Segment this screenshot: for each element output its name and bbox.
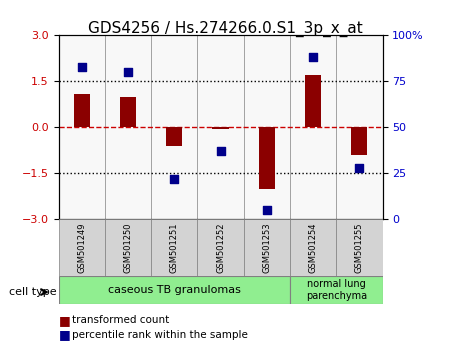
Text: GSM501254: GSM501254 xyxy=(309,223,318,273)
Bar xyxy=(166,127,182,146)
Point xyxy=(124,69,131,75)
Text: GDS4256 / Hs.274266.0.S1_3p_x_at: GDS4256 / Hs.274266.0.S1_3p_x_at xyxy=(88,21,362,38)
Point xyxy=(171,176,178,182)
Bar xyxy=(351,127,368,155)
Text: percentile rank within the sample: percentile rank within the sample xyxy=(72,330,248,339)
FancyBboxPatch shape xyxy=(290,219,336,276)
Text: ■: ■ xyxy=(58,314,70,327)
FancyBboxPatch shape xyxy=(58,219,105,276)
FancyBboxPatch shape xyxy=(105,219,151,276)
Text: GSM501250: GSM501250 xyxy=(123,223,132,273)
Bar xyxy=(212,127,229,129)
Point xyxy=(78,64,85,69)
Bar xyxy=(73,94,90,127)
Text: GSM501253: GSM501253 xyxy=(262,222,271,273)
FancyBboxPatch shape xyxy=(290,276,382,304)
FancyBboxPatch shape xyxy=(243,219,290,276)
FancyBboxPatch shape xyxy=(336,219,382,276)
Bar xyxy=(259,127,275,189)
Text: ■: ■ xyxy=(58,328,70,341)
Text: transformed count: transformed count xyxy=(72,315,169,325)
Point xyxy=(310,55,317,60)
Point xyxy=(217,149,224,154)
Point xyxy=(263,207,270,213)
Point xyxy=(356,165,363,171)
Text: GSM501249: GSM501249 xyxy=(77,223,86,273)
Text: caseous TB granulomas: caseous TB granulomas xyxy=(108,285,241,295)
FancyBboxPatch shape xyxy=(58,276,290,304)
FancyBboxPatch shape xyxy=(198,219,243,276)
Text: GSM501252: GSM501252 xyxy=(216,223,225,273)
FancyBboxPatch shape xyxy=(151,219,198,276)
Text: normal lung
parenchyma: normal lung parenchyma xyxy=(306,279,367,301)
Text: GSM501255: GSM501255 xyxy=(355,223,364,273)
Text: cell type: cell type xyxy=(9,287,57,297)
Bar xyxy=(305,75,321,127)
Bar xyxy=(120,97,136,127)
Text: GSM501251: GSM501251 xyxy=(170,223,179,273)
